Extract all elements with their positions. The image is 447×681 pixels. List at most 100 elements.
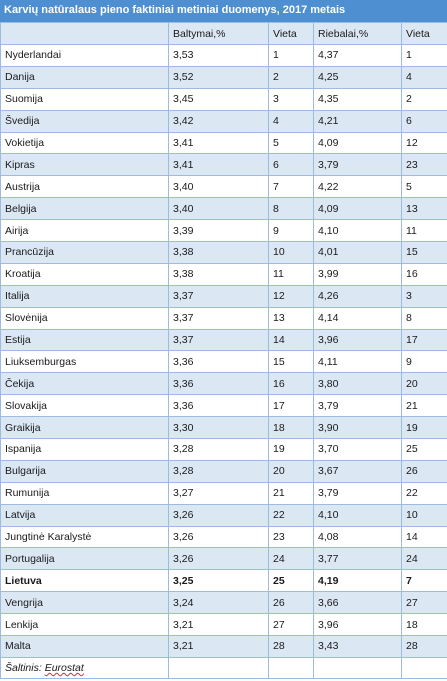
fat-rank-cell: 1 <box>401 44 447 67</box>
fat-cell: 3,96 <box>313 328 402 352</box>
source-empty-cell <box>268 656 314 679</box>
protein-cell: 3,39 <box>168 219 269 243</box>
fat-cell: 3,99 <box>313 262 402 286</box>
fat-rank-cell: 22 <box>401 481 447 505</box>
fat-rank-cell: 26 <box>401 459 447 483</box>
fat-rank-cell: 23 <box>401 153 447 177</box>
fat-cell: 3,79 <box>313 394 402 418</box>
fat-cell: 3,77 <box>313 547 402 571</box>
table-row: Prancūzija 3,38 10 4,01 15 <box>0 241 447 264</box>
protein-cell: 3,21 <box>168 613 269 637</box>
protein-rank-cell: 10 <box>268 241 314 264</box>
country-cell: Slovakija <box>0 394 169 418</box>
fat-cell: 4,01 <box>313 241 402 264</box>
fat-rank-cell: 20 <box>401 372 447 396</box>
fat-cell: 3,80 <box>313 372 402 396</box>
milk-data-table: Baltymai,% Vieta Riebalai,% Vieta Nyderl… <box>0 22 447 679</box>
fat-rank-cell: 18 <box>401 613 447 637</box>
protein-rank-cell: 2 <box>268 65 314 89</box>
table-row: Kroatija 3,38 11 3,99 16 <box>0 262 447 286</box>
fat-rank-cell: 11 <box>401 219 447 243</box>
protein-cell: 3,37 <box>168 328 269 352</box>
country-cell: Liuksemburgas <box>0 350 169 374</box>
country-cell: Graikija <box>0 416 169 440</box>
protein-cell: 3,30 <box>168 416 269 440</box>
country-cell: Kroatija <box>0 262 169 286</box>
protein-rank-cell: 12 <box>268 284 314 308</box>
fat-cell: 4,08 <box>313 525 402 549</box>
country-cell: Slovėnija <box>0 306 169 330</box>
header-country <box>0 22 169 45</box>
source-empty-cell <box>313 656 402 679</box>
country-cell: Latvija <box>0 503 169 527</box>
table-row: Slovakija 3,36 17 3,79 21 <box>0 394 447 418</box>
protein-cell: 3,40 <box>168 197 269 221</box>
protein-rank-cell: 13 <box>268 306 314 330</box>
fat-cell: 4,21 <box>313 109 402 133</box>
country-cell: Ispanija <box>0 438 169 461</box>
fat-cell: 4,22 <box>313 175 402 199</box>
country-cell: Lenkija <box>0 613 169 637</box>
protein-rank-cell: 28 <box>268 635 314 658</box>
protein-rank-cell: 19 <box>268 438 314 461</box>
header-protein-rank: Vieta <box>268 22 314 45</box>
table-row: Italija 3,37 12 4,26 3 <box>0 284 447 308</box>
country-cell: Prancūzija <box>0 241 169 264</box>
protein-cell: 3,53 <box>168 44 269 67</box>
table-row: Vengrija 3,24 26 3,66 27 <box>0 591 447 615</box>
protein-cell: 3,42 <box>168 109 269 133</box>
source-label: Šaltinis: <box>5 661 42 674</box>
protein-cell: 3,25 <box>168 569 269 593</box>
fat-rank-cell: 21 <box>401 394 447 418</box>
country-cell: Rumunija <box>0 481 169 505</box>
fat-rank-cell: 25 <box>401 438 447 461</box>
country-cell: Lietuva <box>0 569 169 593</box>
protein-cell: 3,41 <box>168 153 269 177</box>
source-row: Šaltinis: Eurostat <box>0 656 447 679</box>
fat-rank-cell: 16 <box>401 262 447 286</box>
country-cell: Suomija <box>0 87 169 111</box>
protein-rank-cell: 20 <box>268 459 314 483</box>
table-row: Švedija 3,42 4 4,21 6 <box>0 109 447 133</box>
table-row: Estija 3,37 14 3,96 17 <box>0 328 447 352</box>
table-row: Portugalija 3,26 24 3,77 24 <box>0 547 447 571</box>
fat-rank-cell: 27 <box>401 591 447 615</box>
fat-cell: 4,35 <box>313 87 402 111</box>
protein-rank-cell: 3 <box>268 87 314 111</box>
country-cell: Malta <box>0 635 169 658</box>
protein-cell: 3,36 <box>168 372 269 396</box>
protein-cell: 3,52 <box>168 65 269 89</box>
protein-rank-cell: 6 <box>268 153 314 177</box>
protein-cell: 3,24 <box>168 591 269 615</box>
fat-rank-cell: 17 <box>401 328 447 352</box>
source-empty-cell <box>401 656 447 679</box>
table-row: Lenkija 3,21 27 3,96 18 <box>0 613 447 637</box>
table-row: Airija 3,39 9 4,10 11 <box>0 219 447 243</box>
fat-cell: 4,10 <box>313 219 402 243</box>
protein-rank-cell: 21 <box>268 481 314 505</box>
fat-cell: 4,19 <box>313 569 402 593</box>
fat-cell: 4,09 <box>313 131 402 155</box>
table-row: Lietuva 3,25 25 4,19 7 <box>0 569 447 593</box>
table-row: Latvija 3,26 22 4,10 10 <box>0 503 447 527</box>
header-protein: Baltymai,% <box>168 22 269 45</box>
protein-rank-cell: 27 <box>268 613 314 637</box>
protein-cell: 3,27 <box>168 481 269 505</box>
country-cell: Airija <box>0 219 169 243</box>
fat-cell: 4,14 <box>313 306 402 330</box>
table-title: Karvių natūralaus pieno faktiniai metini… <box>0 0 447 22</box>
source-cell: Šaltinis: Eurostat <box>0 656 169 679</box>
fat-cell: 4,26 <box>313 284 402 308</box>
protein-rank-cell: 25 <box>268 569 314 593</box>
fat-cell: 3,66 <box>313 591 402 615</box>
fat-rank-cell: 28 <box>401 635 447 658</box>
country-cell: Čekija <box>0 372 169 396</box>
protein-cell: 3,41 <box>168 131 269 155</box>
fat-rank-cell: 13 <box>401 197 447 221</box>
protein-cell: 3,38 <box>168 262 269 286</box>
fat-cell: 4,25 <box>313 65 402 89</box>
protein-cell: 3,36 <box>168 394 269 418</box>
protein-cell: 3,45 <box>168 87 269 111</box>
country-cell: Portugalija <box>0 547 169 571</box>
protein-cell: 3,37 <box>168 306 269 330</box>
